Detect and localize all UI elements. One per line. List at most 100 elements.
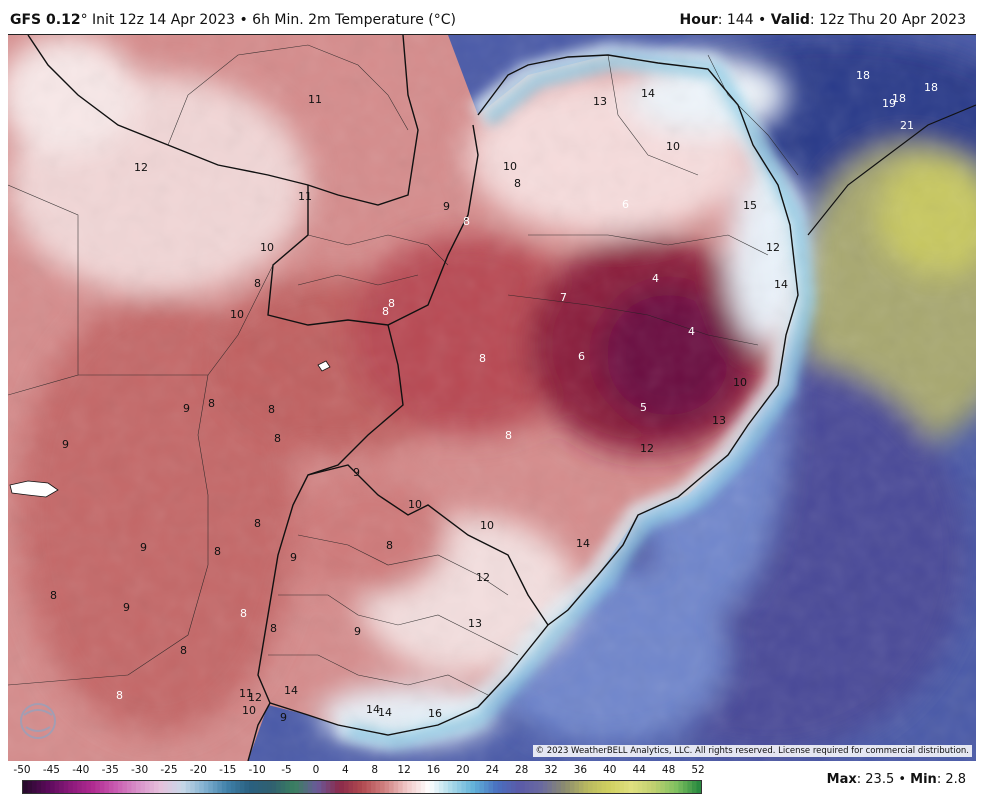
value-label: 8 <box>463 215 470 228</box>
value-label: 11 <box>239 687 253 700</box>
colorbar-swatch <box>642 781 648 793</box>
value-label: 8 <box>388 297 395 310</box>
value-label: 9 <box>354 625 361 638</box>
colorbar-swatch <box>411 781 417 793</box>
colorbar-swatch <box>239 781 246 793</box>
colorbar-swatch <box>258 781 264 793</box>
valid-label: Valid <box>770 12 810 28</box>
value-label: 9 <box>62 438 69 451</box>
value-label: 8 <box>116 689 123 702</box>
colorbar-swatch <box>506 781 512 793</box>
colorbar-tick-label: 12 <box>397 764 411 776</box>
value-label: 21 <box>900 119 914 132</box>
value-label: 6 <box>578 350 585 363</box>
colorbar-swatch <box>470 781 476 793</box>
value-label: 14 <box>774 278 788 291</box>
colorbar-swatch <box>81 781 87 793</box>
colorbar-swatch <box>27 781 33 793</box>
colorbar-swatch <box>375 781 381 793</box>
colorbar-tick-label: 52 <box>691 764 705 776</box>
value-label: 14 <box>576 537 590 550</box>
colorbar-swatch <box>63 781 69 793</box>
valid-value: : 12z Thu 20 Apr 2023 <box>809 12 966 28</box>
colorbar-swatch <box>407 781 413 793</box>
colorbar-swatch <box>606 781 612 793</box>
colorbar-swatch <box>167 781 173 793</box>
value-label: 9 <box>183 402 190 415</box>
degree-sign: ° <box>80 12 88 28</box>
value-label: 8 <box>270 622 277 635</box>
colorbar-swatch <box>145 781 151 793</box>
colorbar-swatch <box>673 781 679 793</box>
value-label: 10 <box>666 140 680 153</box>
colorbar-swatch <box>262 781 268 793</box>
colorbar-swatch <box>203 781 209 793</box>
colorbar-swatch <box>624 781 630 793</box>
value-label: 8 <box>268 403 275 416</box>
colorbar-swatch <box>402 781 408 793</box>
value-label: 13 <box>593 95 607 108</box>
colorbar-swatch <box>529 781 535 793</box>
colorbar-swatch <box>77 781 83 793</box>
colorbar-swatch <box>181 781 187 793</box>
colorbar-swatch <box>113 781 119 793</box>
colorbar-swatch <box>655 781 661 793</box>
colorbar-swatch <box>185 781 191 793</box>
colorbar-swatch <box>104 781 110 793</box>
value-label: 10 <box>480 519 494 532</box>
state-borders <box>8 44 799 696</box>
colorbar-tick-label: -5 <box>281 764 292 776</box>
colorbar-swatch <box>95 781 101 793</box>
colorbar-swatch <box>321 781 327 793</box>
value-label: 9 <box>123 601 130 614</box>
colorbar-swatch <box>253 781 259 793</box>
colorbar-swatch <box>366 781 372 793</box>
colorbar-tick-label: -25 <box>160 764 178 776</box>
texture-overlay <box>8 35 976 761</box>
colorbar-legend: -50 -45 -40 -35 -30 -25 -20 -15 -10 -5 0 4 8 12 16 20 24… <box>13 764 705 794</box>
colorbar-tick-label: -30 <box>130 764 149 776</box>
colorbar-tick-label: 28 <box>514 764 529 776</box>
coastline-east <box>807 104 976 236</box>
colorbar-swatch <box>660 781 666 793</box>
colorbar-tick-label: -40 <box>72 764 90 776</box>
min-value: : 2.8 <box>936 772 966 787</box>
colorbar-tick-label: 16 <box>426 764 441 776</box>
colorbar-swatch <box>68 781 74 793</box>
colorbar-swatch <box>588 781 594 793</box>
value-label: 8 <box>180 644 187 657</box>
colorbar-swatch <box>289 781 295 793</box>
value-label: 9 <box>353 466 360 479</box>
colorbar-swatch <box>32 781 38 793</box>
colorbar-swatch <box>212 781 218 793</box>
colorbar-swatch <box>565 781 571 793</box>
colorbar-swatch <box>90 781 96 793</box>
value-label: 14 <box>284 684 298 697</box>
colorbar-tick-label: 20 <box>456 764 470 776</box>
colorbar-swatch <box>551 781 557 793</box>
map-canvas: 11 12 11 9 10 8 10 8 8 8 10 8 13 14 10 6… <box>8 35 976 761</box>
value-label: 15 <box>743 199 757 212</box>
colorbar-tick-label: 8 <box>371 764 379 776</box>
colorbar-swatch <box>628 781 634 793</box>
value-label: 5 <box>640 401 647 414</box>
colorbar-swatch <box>651 781 657 793</box>
colorbar-swatch <box>45 781 51 793</box>
colorbar-tick-label: 36 <box>573 764 588 776</box>
temperature-map[interactable]: 11 12 11 9 10 8 10 8 8 8 10 8 13 14 10 6… <box>8 34 976 761</box>
colorbar-swatch <box>50 781 56 793</box>
map-header: GFS 0.12° Init 12z 14 Apr 2023 • 6h Min.… <box>0 0 984 34</box>
colorbar-swatch <box>271 781 277 793</box>
colorbar-swatch <box>303 781 309 793</box>
value-label: 12 <box>248 691 262 704</box>
colorbar-swatch <box>547 781 553 793</box>
colorbar-swatch <box>131 781 137 793</box>
colorbar-swatch <box>307 781 313 793</box>
colorbar-swatch <box>429 781 435 793</box>
value-label: 14 <box>641 87 655 100</box>
colorbar-swatch <box>230 781 237 793</box>
colorbar-swatch <box>59 781 65 793</box>
colorbar-tick-label: -45 <box>42 764 60 776</box>
colorbar-swatch <box>601 781 607 793</box>
colorbar-swatch <box>117 781 124 793</box>
